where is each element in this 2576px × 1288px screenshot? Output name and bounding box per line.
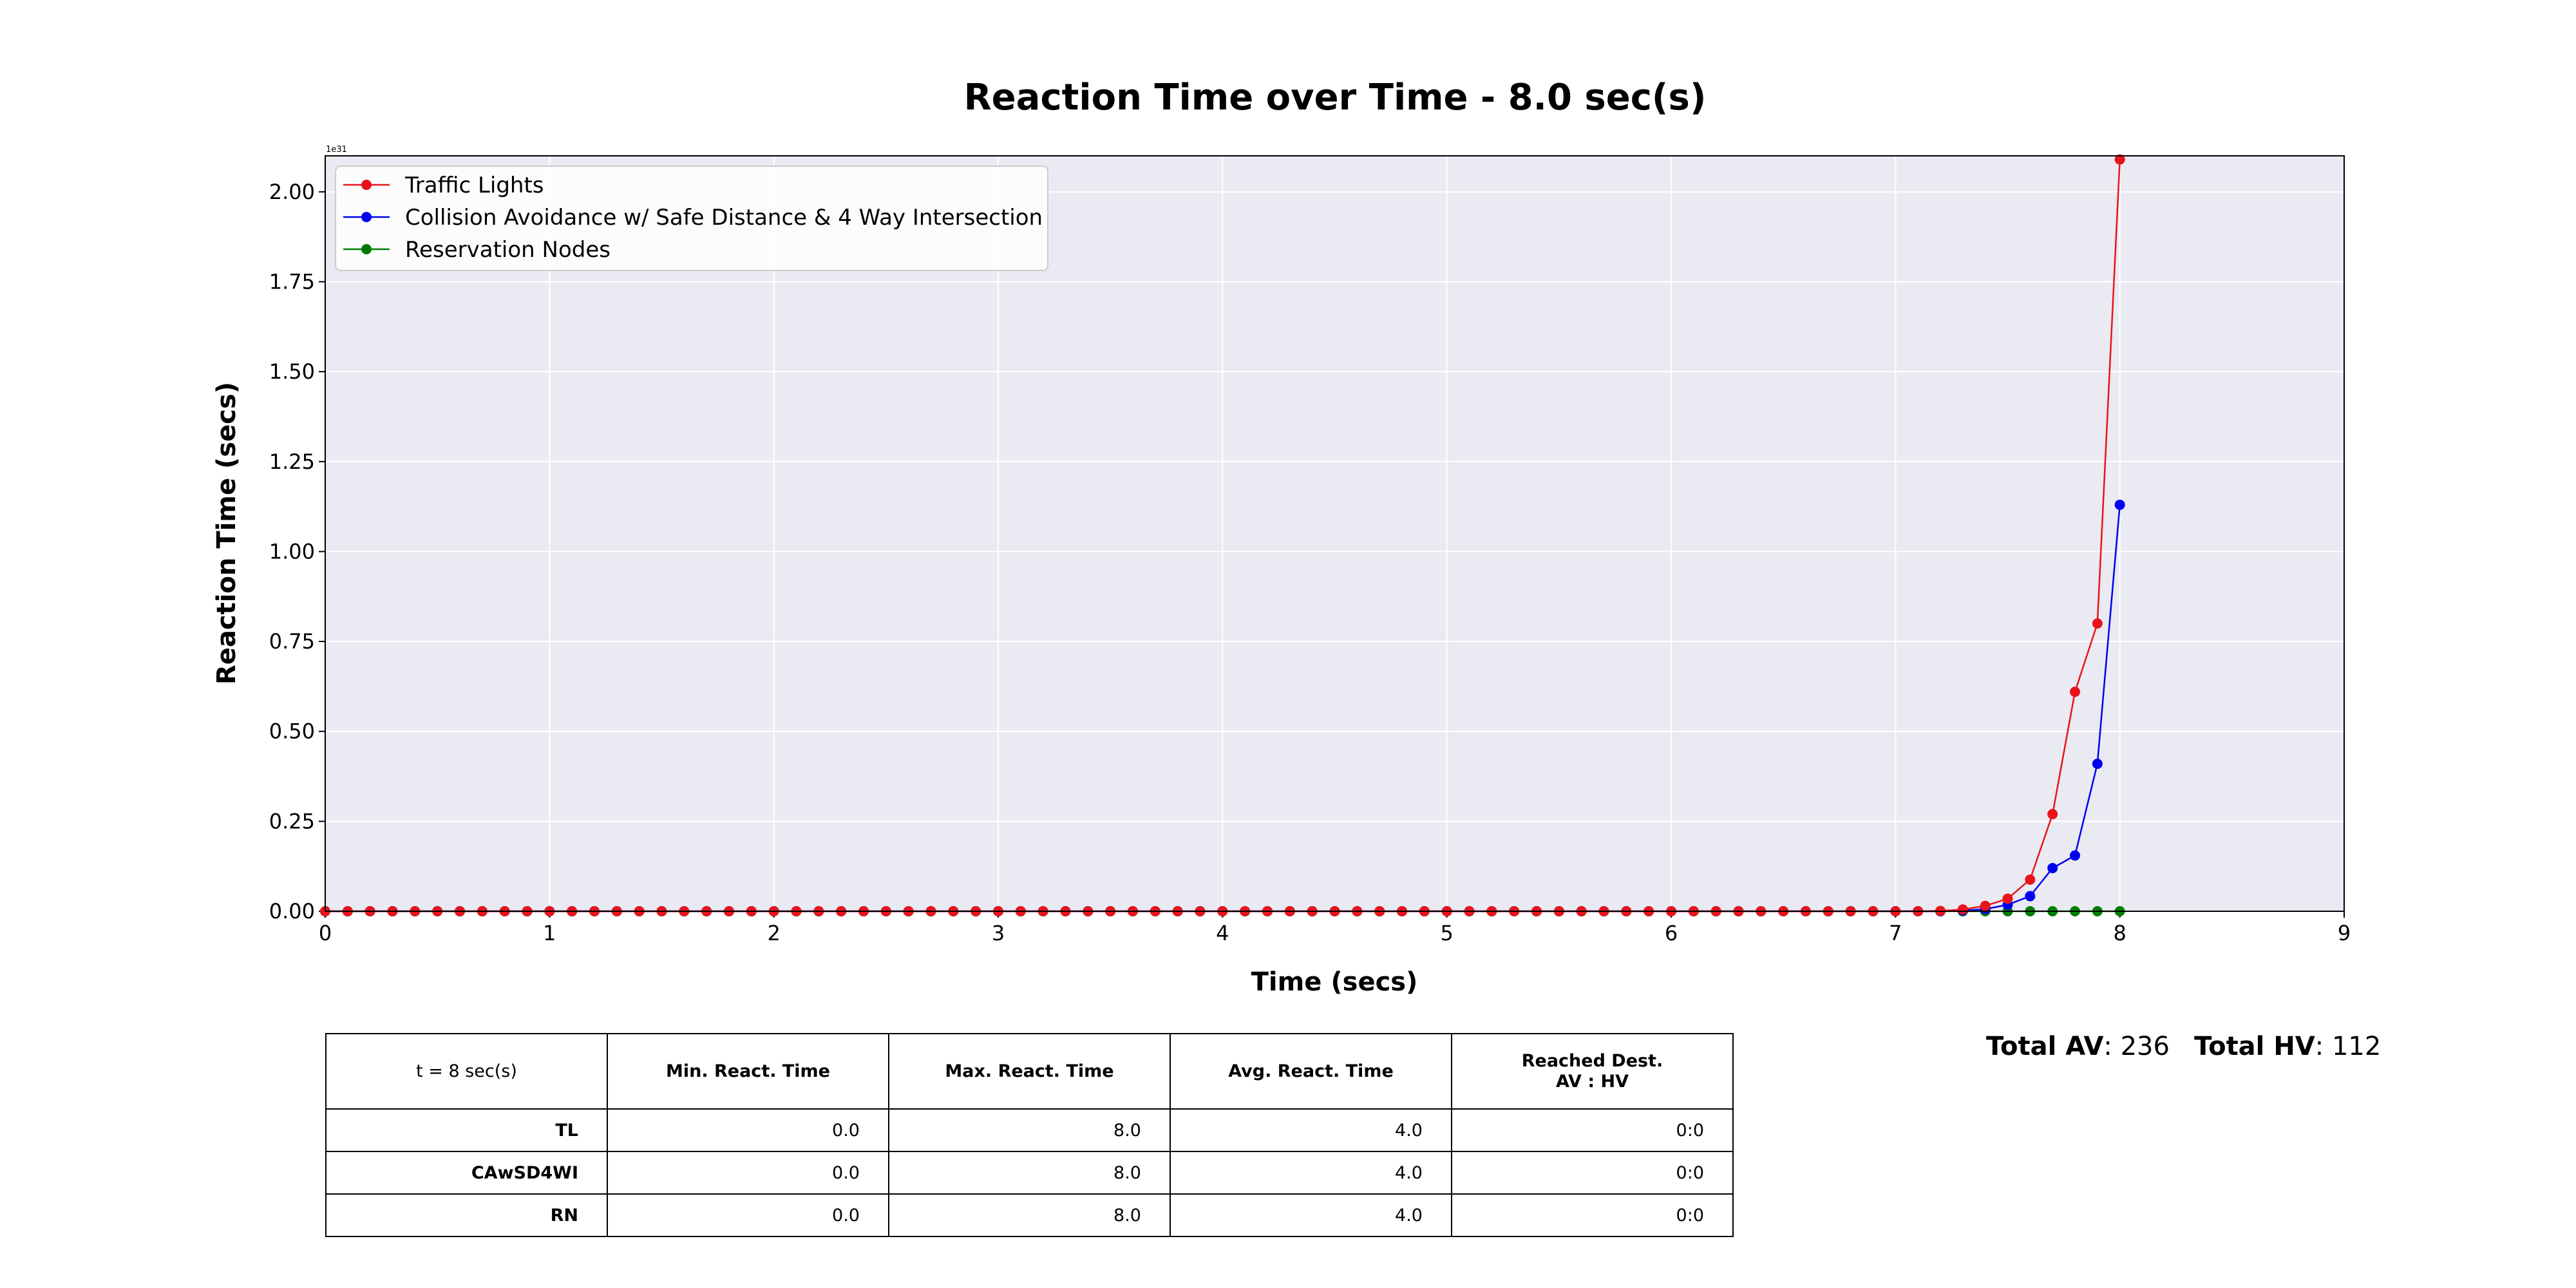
data-point <box>2092 618 2103 629</box>
data-point <box>2070 687 2080 697</box>
y-tick-label: 1.00 <box>269 539 315 564</box>
legend-marker <box>361 180 372 190</box>
table-cell: 0:0 <box>1451 1151 1734 1195</box>
row-label: RN <box>325 1193 608 1237</box>
table-row: RN 0.0 8.0 4.0 0:0 <box>325 1193 1734 1237</box>
table-cell: 4.0 <box>1170 1193 1452 1237</box>
table-cell: 0.0 <box>607 1151 889 1195</box>
axis-ticks: 0 1 2 3 4 5 6 7 8 9 0.00 0.25 0.50 0.75 1.00 1.25 1.50 1.… <box>269 180 2351 945</box>
x-tick-label: 7 <box>1889 921 1902 945</box>
data-point <box>2047 809 2058 820</box>
data-point <box>2092 758 2103 769</box>
legend: Traffic Lights Collision Avoidance w/ Saf… <box>335 166 1048 271</box>
table-row: TL 0.0 8.0 4.0 0:0 <box>325 1108 1734 1152</box>
data-point <box>2002 893 2013 904</box>
table-cell: 4.0 <box>1170 1151 1452 1195</box>
table-cell: 0:0 <box>1451 1108 1734 1152</box>
plot-frame <box>325 155 2345 912</box>
data-point <box>2114 154 2125 165</box>
total-av-value: : 236 <box>2103 1032 2170 1061</box>
table-cell: 0.0 <box>607 1108 889 1152</box>
col-header-avg: Avg. React. Time <box>1170 1033 1452 1110</box>
chart-title: Reaction Time over Time - 8.0 sec(s) <box>964 77 1707 118</box>
total-av-label: Total AV <box>1986 1032 2104 1061</box>
y-axis-label: Reaction Time (secs) <box>212 382 242 685</box>
legend-entry: Reservation Nodes <box>343 237 611 263</box>
data-point <box>1957 904 1968 915</box>
y-tick-label: 0.00 <box>269 899 315 923</box>
y-scale-label: 1e31 <box>326 145 347 155</box>
x-tick-label: 4 <box>1216 921 1229 945</box>
x-tick-label: 1 <box>543 921 556 945</box>
x-tick-label: 8 <box>2113 921 2126 945</box>
x-tick-label: 5 <box>1440 921 1453 945</box>
y-tick-label: 1.25 <box>269 450 315 474</box>
row-label: TL <box>325 1108 608 1152</box>
y-tick-label: 0.50 <box>269 719 315 744</box>
table-corner-cell: t = 8 sec(s) <box>325 1033 608 1110</box>
legend-box <box>335 166 1048 271</box>
legend-label: Collision Avoidance w/ Safe Distance & 4… <box>405 205 1043 231</box>
y-tick-label: 2.00 <box>269 180 315 204</box>
data-point <box>2025 891 2036 902</box>
x-tick-label: 2 <box>767 921 780 945</box>
legend-label: Reservation Nodes <box>405 237 611 263</box>
x-tick-label: 0 <box>319 921 332 945</box>
data-point <box>2114 499 2125 510</box>
table-cell: 8.0 <box>888 1193 1171 1237</box>
x-axis-label: Time (secs) <box>1251 967 1418 997</box>
col-header-max: Max. React. Time <box>888 1033 1171 1110</box>
legend-entry: Collision Avoidance w/ Safe Distance & 4… <box>343 205 1043 231</box>
totals: Total AV: 236 Total HV: 112 <box>1986 1032 2381 1061</box>
total-hv-value: : 112 <box>2315 1032 2382 1061</box>
stats-table: t = 8 sec(s) Min. React. Time Max. React… <box>325 1033 1734 1237</box>
col-header-min: Min. React. Time <box>607 1033 889 1110</box>
total-hv-label: Total HV <box>2194 1032 2315 1061</box>
x-tick-label: 6 <box>1665 921 1678 945</box>
table-cell: 4.0 <box>1170 1108 1452 1152</box>
table-cell: 8.0 <box>888 1151 1171 1195</box>
table-cell: 0.0 <box>607 1193 889 1237</box>
x-tick-label: 9 <box>2338 921 2351 945</box>
data-point <box>2047 862 2058 873</box>
legend-label: Traffic Lights <box>404 173 544 198</box>
y-tick-label: 0.75 <box>269 629 315 654</box>
table-header-row: t = 8 sec(s) Min. React. Time Max. React… <box>325 1033 1734 1110</box>
y-tick-label: 1.50 <box>269 359 315 384</box>
y-tick-label: 1.75 <box>269 270 315 294</box>
table-cell: 8.0 <box>888 1108 1171 1152</box>
data-point <box>1980 900 1991 911</box>
legend-entry: Traffic Lights <box>343 173 544 198</box>
data-point <box>2070 850 2080 861</box>
y-tick-label: 0.25 <box>269 809 315 833</box>
table-cell: 0:0 <box>1451 1193 1734 1237</box>
data-point <box>2025 874 2036 885</box>
row-label: CAwSD4WI <box>325 1151 608 1195</box>
legend-marker <box>361 244 372 254</box>
x-tick-label: 3 <box>992 921 1005 945</box>
col-header-reached: Reached Dest. AV : HV <box>1451 1033 1734 1110</box>
legend-marker <box>361 212 372 222</box>
table-row: CAwSD4WI 0.0 8.0 4.0 0:0 <box>325 1151 1734 1195</box>
